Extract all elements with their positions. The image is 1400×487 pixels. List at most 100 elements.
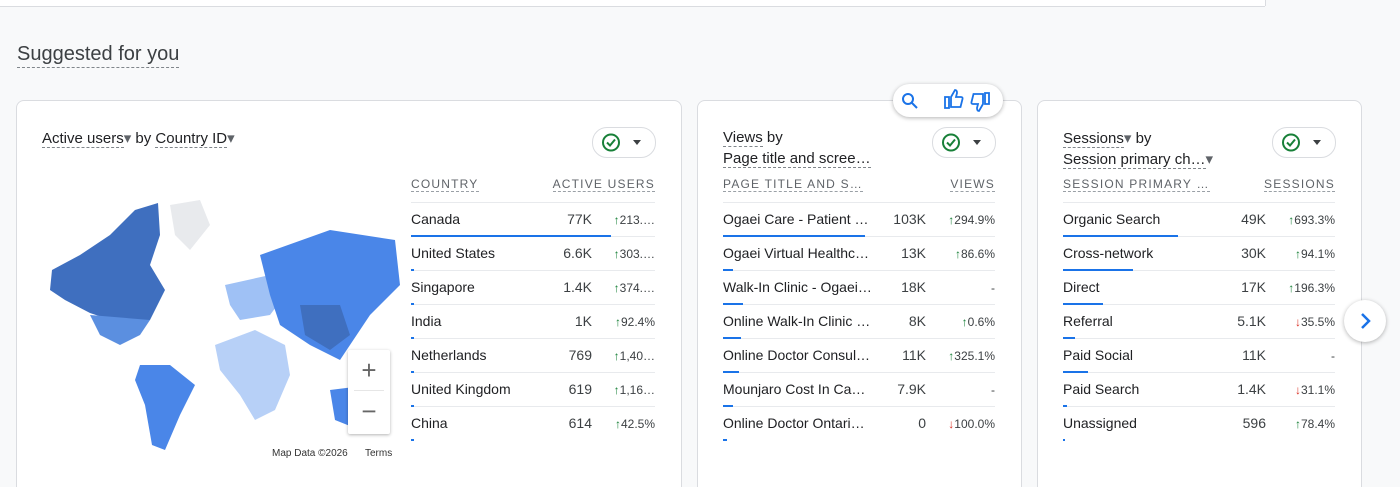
title-metric[interactable]: Active users: [42, 130, 124, 148]
row-bar: [411, 235, 611, 237]
row-bar: [411, 371, 414, 373]
row-bar: [1063, 303, 1103, 305]
row-separator: [1063, 304, 1335, 305]
change-text: 294.9%: [954, 213, 995, 227]
change-text: 100.0%: [954, 417, 995, 431]
zoom-out[interactable]: −: [361, 396, 377, 426]
row-change: ↑1,16…: [614, 383, 655, 397]
section-title: Suggested for you: [17, 43, 180, 68]
status-pill[interactable]: [592, 127, 656, 158]
trend-arrow: ↑: [1294, 247, 1301, 261]
change-text: 1,40…: [619, 349, 655, 363]
row-separator: [723, 304, 995, 305]
row-label[interactable]: Paid Social: [1063, 347, 1134, 363]
row-label[interactable]: United Kingdom: [411, 381, 511, 397]
row-label[interactable]: Mounjaro Cost In Ca…: [723, 381, 866, 397]
card: [1037, 100, 1362, 487]
row-separator: [1063, 338, 1335, 339]
row-bar: [723, 439, 727, 441]
title-dimension[interactable]: Session primary ch…: [1063, 151, 1206, 169]
title-by: by: [1135, 130, 1152, 147]
row-label[interactable]: Walk-In Clinic - Ogaei…: [723, 279, 872, 295]
row-bar: [1063, 337, 1075, 339]
thumbs-down[interactable]: [970, 92, 990, 112]
card: [697, 100, 1022, 487]
row-label[interactable]: Unassigned: [1063, 415, 1137, 431]
row-label[interactable]: Online Doctor Consul…: [723, 347, 871, 363]
toolbar-icons: [902, 89, 990, 112]
row-value: 0: [918, 415, 926, 431]
row-label[interactable]: Cross-network: [1063, 245, 1154, 261]
row-label[interactable]: Organic Search: [1063, 211, 1161, 227]
row-label[interactable]: Online Walk-In Clinic …: [723, 313, 871, 329]
title-metric[interactable]: Views: [723, 129, 763, 147]
change-text: 31.1%: [1300, 383, 1335, 397]
row-bar: [723, 371, 739, 373]
trend-arrow: ↑: [613, 213, 620, 227]
row-label[interactable]: Online Doctor Ontari…: [723, 415, 865, 431]
title-by: by: [766, 129, 783, 146]
thumbs-up[interactable]: [944, 89, 964, 109]
row-label[interactable]: Referral: [1063, 313, 1113, 329]
title-by: by: [135, 130, 152, 147]
row-bar: [1063, 235, 1178, 237]
zoom-control[interactable]: + −: [348, 350, 390, 434]
row-label[interactable]: Ogaei Care - Patient …: [723, 211, 869, 227]
column-header: SESSIONS: [1264, 177, 1335, 192]
row-label[interactable]: China: [411, 415, 448, 431]
trend-arrow: ↑: [613, 281, 620, 295]
row-label[interactable]: India: [411, 313, 442, 329]
row-label[interactable]: Ogaei Virtual Healthc…: [723, 245, 870, 261]
map-region: [50, 203, 165, 323]
row-label[interactable]: Singapore: [411, 279, 475, 295]
row-value: 614: [568, 415, 592, 431]
row-value: 49K: [1241, 211, 1266, 227]
row-value: 77K: [567, 211, 592, 227]
row-separator: [411, 372, 655, 373]
map-terms[interactable]: Terms: [365, 448, 393, 459]
status-pill[interactable]: [932, 127, 996, 158]
row-bar: [1063, 269, 1133, 271]
map-region: [90, 315, 150, 345]
next-button[interactable]: [1344, 300, 1386, 342]
row-bar: [1063, 371, 1088, 373]
caret[interactable]: ▾: [1205, 151, 1214, 168]
row-label[interactable]: Canada: [411, 211, 461, 227]
title-metric[interactable]: Sessions: [1063, 130, 1124, 148]
change-text: 196.3%: [1294, 281, 1335, 295]
trend-arrow: ↑: [948, 213, 955, 227]
row-separator: [411, 270, 655, 271]
zoom-in[interactable]: +: [361, 355, 377, 385]
map: [50, 200, 400, 450]
row-change: ↑693.3%: [1288, 213, 1335, 227]
caret[interactable]: ▾: [1123, 130, 1132, 147]
row-bar: [723, 303, 743, 305]
trend-arrow: ↑: [613, 349, 620, 363]
column-header: PAGE TITLE AND S…: [723, 177, 863, 192]
row-change: ↑86.6%: [955, 247, 995, 261]
status-pill[interactable]: [1272, 127, 1336, 158]
row-change: ↑294.9%: [948, 213, 995, 227]
trend-arrow: ↑: [961, 315, 968, 329]
row-label[interactable]: Paid Search: [1063, 381, 1140, 397]
title-dimension[interactable]: Page title and scree…: [723, 150, 871, 168]
row-separator: [1063, 270, 1335, 271]
row-change: ↑0.6%: [962, 315, 995, 329]
change-text: 1,16…: [619, 383, 655, 397]
row-value: 769: [568, 347, 592, 363]
map-credit: Map Data ©2026: [272, 448, 348, 459]
row-separator: [411, 406, 655, 407]
row-separator: [411, 304, 655, 305]
row-label[interactable]: United States: [411, 245, 496, 261]
caret[interactable]: ▾: [227, 130, 235, 147]
row-separator: [1063, 372, 1335, 373]
change-text: 0.6%: [967, 315, 995, 329]
row-change: ↑374.…: [614, 281, 655, 295]
top-bar: [0, 0, 1265, 7]
row-label[interactable]: Direct: [1063, 279, 1100, 295]
row-label[interactable]: Netherlands: [411, 347, 487, 363]
row-value: 8K: [908, 313, 926, 329]
title-dimension[interactable]: Country ID: [155, 130, 228, 148]
row-change: ↑94.1%: [1295, 247, 1335, 261]
caret[interactable]: ▾: [123, 130, 132, 147]
